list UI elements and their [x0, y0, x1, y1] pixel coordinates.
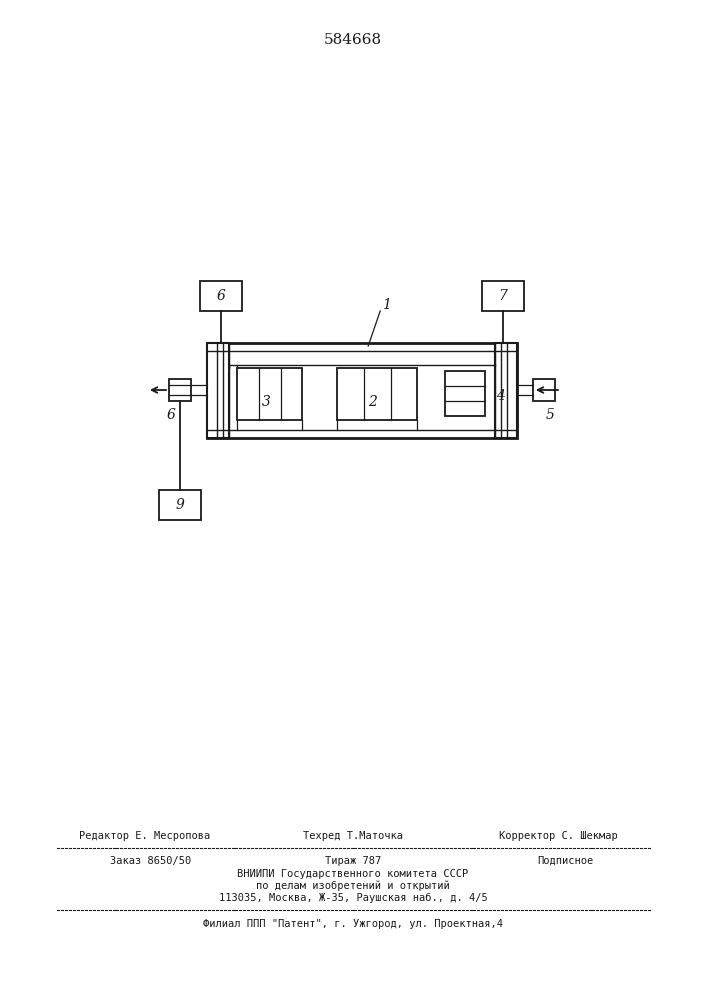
Bar	[169, 379, 191, 401]
Text: 3: 3	[262, 395, 271, 409]
Bar	[337, 368, 417, 420]
Bar	[533, 379, 555, 401]
Bar	[159, 490, 201, 520]
Text: Тираж 787: Тираж 787	[325, 856, 381, 866]
Text: Филиал ППП "Патент", г. Ужгород, ул. Проектная,4: Филиал ППП "Патент", г. Ужгород, ул. Про…	[203, 919, 503, 929]
Text: 1: 1	[382, 298, 391, 312]
Bar	[495, 343, 517, 438]
Text: Редактор Е. Месропова: Редактор Е. Месропова	[79, 831, 211, 841]
Text: Корректор С. Шекмар: Корректор С. Шекмар	[498, 831, 617, 841]
Bar	[237, 368, 302, 420]
Bar	[207, 343, 517, 438]
Bar	[482, 281, 524, 311]
Text: по делам изобретений и открытий: по делам изобретений и открытий	[256, 881, 450, 891]
Bar	[445, 371, 485, 416]
Text: 4: 4	[496, 389, 504, 403]
Text: 9: 9	[175, 498, 185, 512]
Text: 5: 5	[546, 408, 554, 422]
Text: Подписное: Подписное	[537, 856, 593, 866]
Text: Заказ 8650/50: Заказ 8650/50	[110, 856, 192, 866]
Text: 2: 2	[368, 395, 378, 409]
Text: 7: 7	[498, 289, 508, 303]
Text: 113035, Москва, Ж-35, Раушская наб., д. 4/5: 113035, Москва, Ж-35, Раушская наб., д. …	[218, 893, 487, 903]
Text: ВНИИПИ Государственного комитета СССР: ВНИИПИ Государственного комитета СССР	[238, 869, 469, 879]
Text: 584668: 584668	[324, 33, 382, 47]
Bar	[200, 281, 242, 311]
Text: 6: 6	[216, 289, 226, 303]
Text: Техред Т.Маточка: Техред Т.Маточка	[303, 831, 403, 841]
Text: 6: 6	[167, 408, 175, 422]
Bar	[207, 343, 229, 438]
